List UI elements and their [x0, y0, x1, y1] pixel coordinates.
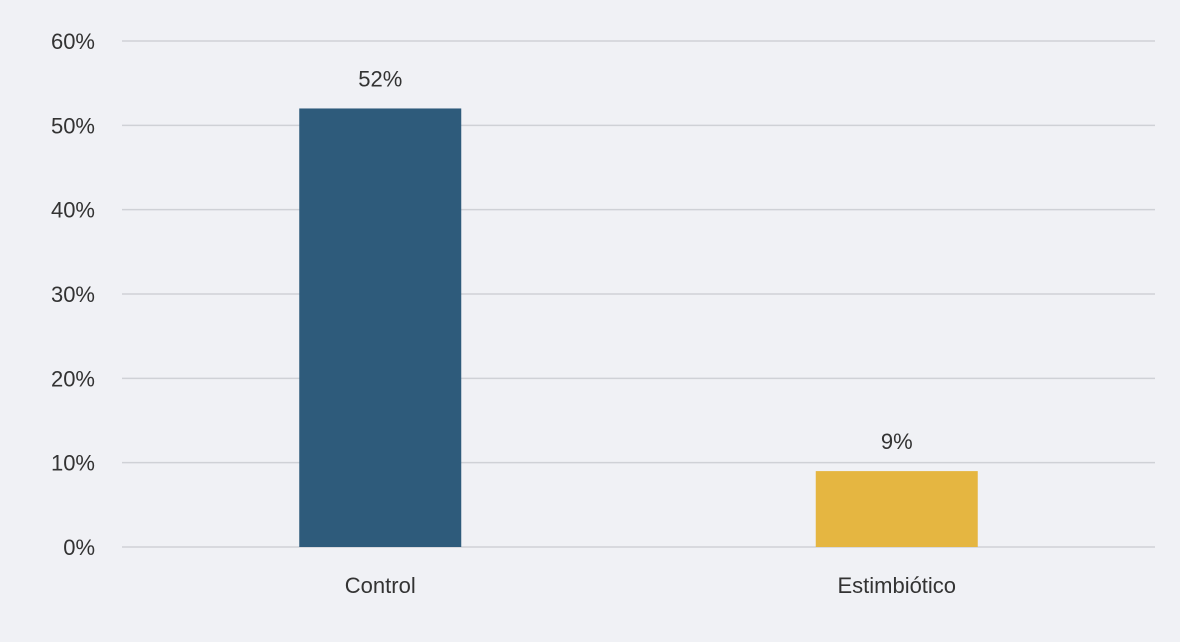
y-tick-label: 40% — [51, 198, 95, 223]
x-category-label: Estimbiótico — [837, 573, 956, 598]
x-category-label: Control — [345, 573, 416, 598]
data-label: 52% — [358, 66, 402, 91]
y-tick-label: 0% — [63, 535, 95, 560]
x-axis-labels: Control Estimbiótico — [345, 573, 956, 598]
y-tick-label: 60% — [51, 29, 95, 54]
y-tick-label: 20% — [51, 366, 95, 391]
data-labels: 52% 9% — [358, 66, 912, 454]
bar-0 — [299, 108, 462, 547]
bar-1 — [815, 471, 978, 547]
y-axis-ticks: 0% 10% 20% 30% 40% 50% 60% — [51, 29, 95, 560]
y-tick-label: 10% — [51, 451, 95, 476]
gridlines — [122, 40, 1155, 548]
y-tick-label: 50% — [51, 113, 95, 138]
data-label: 9% — [881, 429, 913, 454]
bars — [299, 108, 978, 547]
y-tick-label: 30% — [51, 282, 95, 307]
